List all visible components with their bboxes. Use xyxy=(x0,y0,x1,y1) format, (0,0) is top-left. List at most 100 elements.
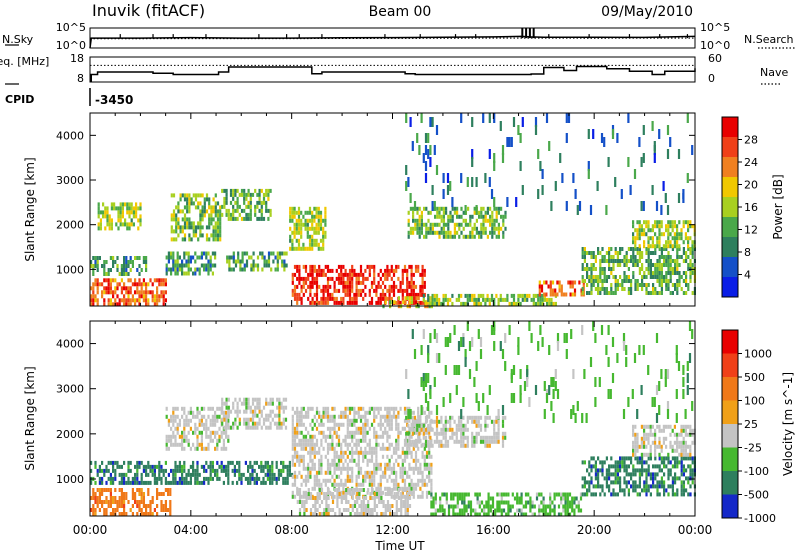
power-cell xyxy=(304,268,308,273)
velocity-cell xyxy=(401,470,404,475)
velocity-cell xyxy=(134,480,137,485)
velocity-cell xyxy=(614,480,617,485)
power-cell xyxy=(605,205,608,215)
power-cell xyxy=(351,268,354,273)
velocity-cell xyxy=(302,462,305,467)
power-cell xyxy=(669,224,672,229)
power-cell xyxy=(214,193,217,198)
velocity-cell xyxy=(542,508,545,513)
power-cell xyxy=(390,284,393,289)
velocity-cell xyxy=(370,450,374,455)
power-cell xyxy=(112,264,115,268)
velocity-cell xyxy=(251,421,255,426)
power-cell xyxy=(139,206,142,211)
velocity-cell xyxy=(278,417,281,422)
velocity-cell xyxy=(411,415,414,420)
velocity-cell xyxy=(614,476,617,481)
power-cell xyxy=(172,255,175,260)
power-cell xyxy=(313,238,316,243)
power-cell xyxy=(129,298,132,303)
power-cell xyxy=(671,271,674,275)
velocity-cell xyxy=(298,488,302,492)
velocity-cell xyxy=(273,421,277,426)
velocity-cell xyxy=(178,434,181,439)
velocity-cell xyxy=(477,419,480,424)
power-cell xyxy=(641,255,644,259)
velocity-cell xyxy=(234,417,237,422)
velocity-cell xyxy=(364,430,367,435)
power-cell xyxy=(680,255,683,259)
power-cell xyxy=(107,272,110,276)
velocity-cell xyxy=(608,468,611,473)
velocity-cell xyxy=(449,423,452,428)
velocity-cell xyxy=(333,494,336,499)
power-cell xyxy=(676,247,679,251)
power-cell xyxy=(160,294,163,299)
power-cell xyxy=(205,225,209,230)
power-cell xyxy=(416,226,419,231)
power-cell xyxy=(320,288,323,293)
velocity-cell xyxy=(551,508,554,513)
velocity-cell xyxy=(203,414,206,419)
power-cell xyxy=(250,255,253,260)
power-cell xyxy=(473,297,476,302)
power-cell xyxy=(410,272,413,277)
power-cell xyxy=(172,263,175,268)
power-cell xyxy=(357,280,360,285)
velocity-cell xyxy=(198,480,201,485)
power-cell xyxy=(260,208,263,213)
velocity-cell xyxy=(476,496,479,501)
power-cell xyxy=(427,210,430,215)
power-cell xyxy=(471,230,474,235)
power-cell xyxy=(401,272,404,277)
power-cell xyxy=(249,212,252,217)
velocity-cell xyxy=(276,397,279,402)
power-cell xyxy=(412,218,415,223)
power-cell xyxy=(407,230,410,235)
power-cell xyxy=(214,201,217,206)
power-cell xyxy=(185,251,188,256)
power-cell xyxy=(508,301,511,306)
power-cell xyxy=(467,234,470,239)
power-cell xyxy=(410,288,413,293)
velocity-cell xyxy=(98,476,101,481)
velocity-cell xyxy=(345,508,348,512)
velocity-cell xyxy=(605,468,608,473)
velocity-cell xyxy=(386,500,390,504)
power-cell xyxy=(283,263,286,268)
velocity-cell xyxy=(311,486,314,491)
velocity-cell xyxy=(329,462,332,467)
velocity-cell xyxy=(375,454,378,459)
velocity-cell xyxy=(390,466,393,471)
power-cell xyxy=(419,292,422,297)
power-cell xyxy=(676,283,679,287)
power-cell xyxy=(621,247,624,251)
velocity-cell xyxy=(501,443,505,448)
velocity-cell xyxy=(647,472,650,477)
power-cell xyxy=(608,251,611,255)
power-cell xyxy=(667,251,670,255)
velocity-cell xyxy=(460,427,463,432)
power-cell xyxy=(447,226,450,231)
power-cell xyxy=(418,145,421,155)
velocity-cell xyxy=(109,476,112,481)
power-cell xyxy=(658,275,661,279)
power-cell xyxy=(614,287,617,291)
velocity-cell xyxy=(608,472,611,477)
velocity-cell xyxy=(401,458,404,463)
velocity-cell xyxy=(131,480,134,485)
velocity-cell xyxy=(625,464,628,469)
power-cell xyxy=(645,220,648,225)
velocity-cell xyxy=(388,414,391,419)
velocity-cell xyxy=(500,508,503,513)
power-cell xyxy=(654,263,657,267)
power-cell xyxy=(205,267,208,272)
power-cell xyxy=(409,206,412,211)
power-cell xyxy=(658,283,661,287)
power-cell xyxy=(435,297,439,302)
velocity-cell xyxy=(196,414,199,419)
velocity-cell xyxy=(221,397,224,402)
power-cell xyxy=(636,220,639,225)
power-cell xyxy=(687,283,690,287)
velocity-cell xyxy=(218,438,221,443)
